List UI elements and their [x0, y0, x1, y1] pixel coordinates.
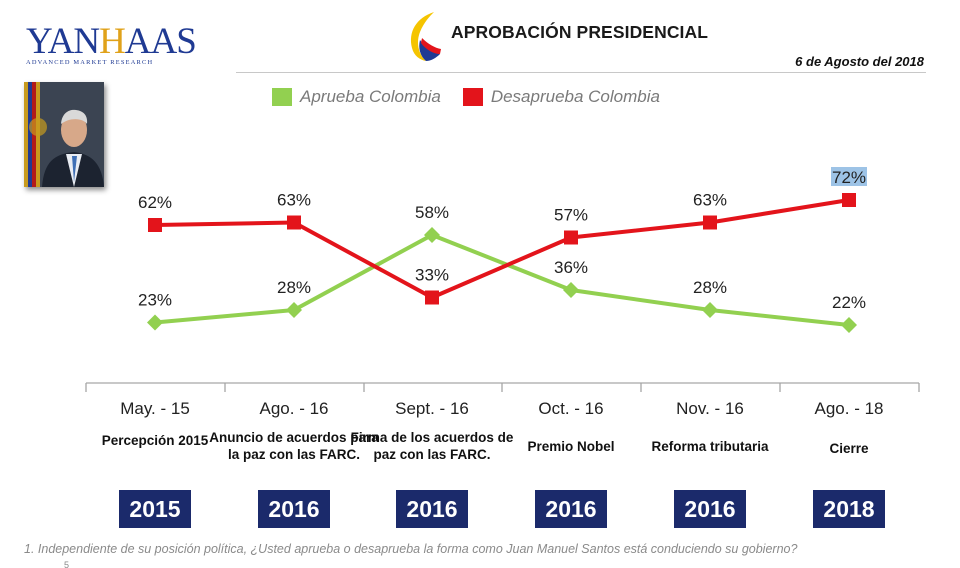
event-caption-4: Reforma tributaria [651, 439, 769, 454]
point-disapprove-5 [842, 193, 856, 207]
event-caption-2: Firma de los acuerdos de paz con las FAR… [350, 430, 514, 462]
data-label-disapprove-4: 63% [693, 191, 727, 210]
legend-item-disapprove: Desaprueba Colombia [462, 87, 660, 107]
year-badge-0: 2015 [119, 490, 191, 528]
data-label-approve-2: 58% [415, 203, 449, 222]
report-date: 6 de Agosto del 2018 [795, 54, 924, 69]
point-approve-0 [147, 314, 163, 331]
president-portrait [24, 82, 104, 187]
point-disapprove-0 [148, 218, 162, 232]
point-disapprove-1 [287, 215, 301, 230]
x-tick-label-5: Ago. - 18 [815, 399, 884, 418]
data-label-disapprove-0: 62% [138, 193, 172, 212]
event-caption-1: Anuncio de acuerdos para la paz con las … [209, 430, 379, 462]
data-label-disapprove-3: 57% [554, 206, 588, 225]
highlight-box [831, 167, 867, 186]
x-tick-label-4: Nov. - 16 [676, 399, 744, 418]
point-approve-5 [841, 317, 857, 333]
logo-wordmark: YANHAAS [26, 21, 197, 62]
data-label-approve-3: 36% [554, 258, 588, 277]
data-label-approve-0: 23% [138, 291, 172, 310]
data-label-approve-4: 28% [693, 278, 727, 297]
header-divider [236, 72, 926, 73]
year-badge-2: 2016 [396, 490, 468, 528]
colombia-flag-icon [410, 12, 441, 61]
legend-label-disapprove: Desaprueba Colombia [490, 87, 660, 106]
x-tick-label-3: Oct. - 16 [538, 399, 603, 418]
point-approve-2 [424, 227, 440, 243]
year-badge-1: 2016 [258, 490, 330, 528]
x-tick-label-0: May. - 15 [120, 399, 190, 418]
company-logo: YANHAAS ADVANCED MARKET RESEARCH [24, 22, 197, 72]
footnote: 1. Independiente de su posición política… [24, 542, 798, 556]
data-label-disapprove-5: 72% [832, 168, 866, 187]
year-badge-3: 2016 [535, 490, 607, 528]
logo-subtitle: ADVANCED MARKET RESEARCH [26, 59, 154, 66]
data-label-disapprove-2: 33% [415, 266, 449, 285]
year-badge-4: 2016 [674, 490, 746, 528]
legend-item-approve: Aprueba Colombia [272, 87, 441, 107]
point-disapprove-2 [425, 290, 439, 305]
point-approve-4 [702, 302, 718, 318]
page-number: 5 [64, 560, 70, 568]
data-label-approve-5: 22% [832, 293, 866, 312]
point-disapprove-4 [703, 215, 717, 230]
legend-swatch-disapprove [462, 88, 483, 106]
event-caption-3: Premio Nobel [527, 439, 615, 454]
page-title: APROBACIÓN PRESIDENCIAL [451, 22, 709, 42]
data-label-disapprove-1: 63% [277, 191, 311, 210]
point-approve-3 [563, 282, 579, 298]
point-approve-1 [286, 302, 302, 318]
x-tick-label-2: Sept. - 16 [395, 399, 469, 418]
data-label-approve-1: 28% [277, 278, 311, 297]
legend-swatch-approve [272, 88, 292, 106]
legend-label-approve: Aprueba Colombia [300, 87, 441, 106]
series-line-approve [154, 233, 850, 327]
chart-legend: Aprueba Colombia Desaprueba Colombia [272, 87, 682, 107]
point-disapprove-3 [564, 230, 578, 245]
series-line-disapprove [154, 198, 850, 300]
event-caption-5: Cierre [829, 441, 869, 456]
x-tick-label-1: Ago. - 16 [260, 399, 329, 418]
event-caption-0: Percepción 2015 [101, 433, 209, 448]
year-badge-5: 2018 [813, 490, 885, 528]
